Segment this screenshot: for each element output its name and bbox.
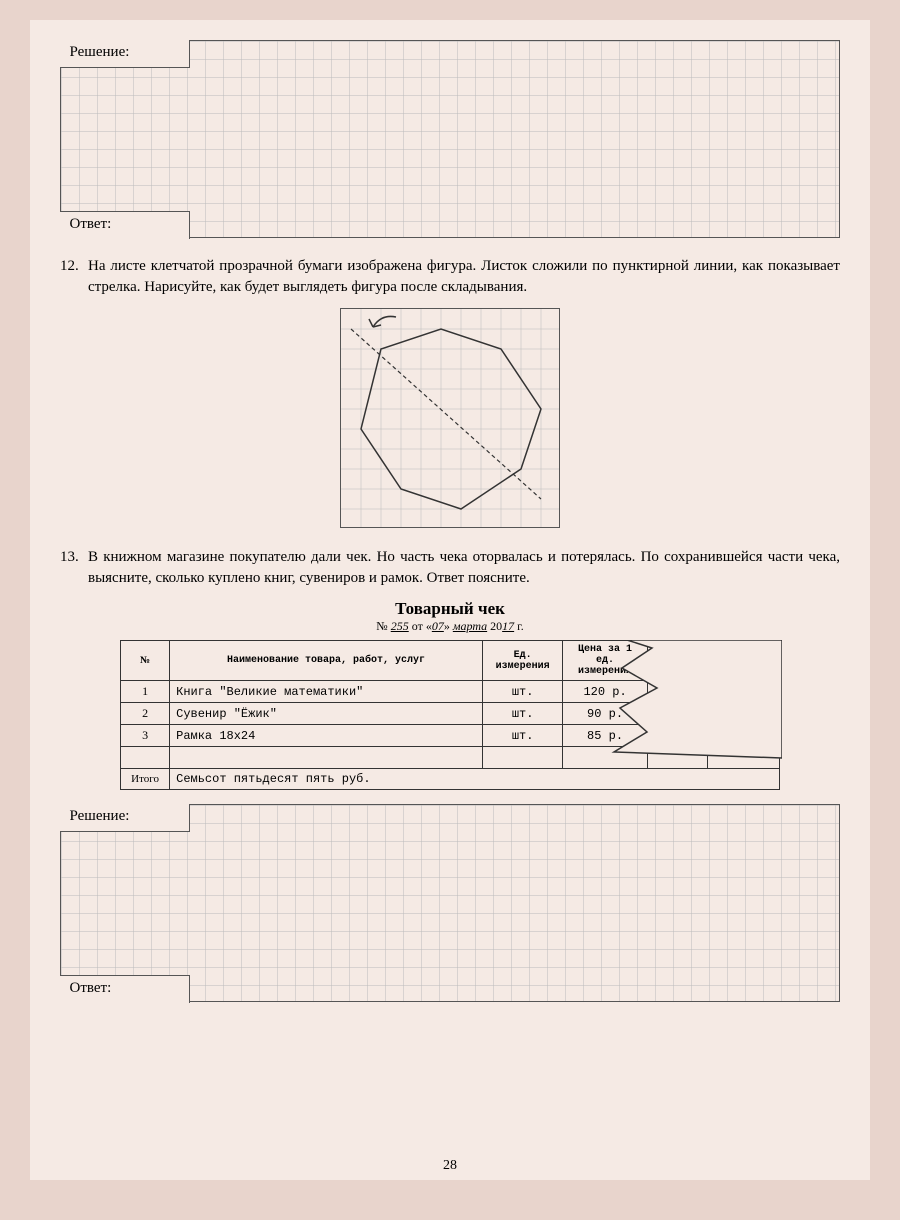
solution-grid-top: Решение: Ответ: <box>60 40 840 238</box>
receipt-header-row: № Наименование товара, работ, услуг Ед. … <box>121 641 780 681</box>
receipt-sub-g: г. <box>517 619 524 633</box>
cell-unit: шт. <box>482 681 563 703</box>
table-row: 3 Рамка 18x24 шт. 85 р. <box>121 725 780 747</box>
cell-num: 3 <box>121 725 170 747</box>
cell-qty <box>647 725 707 747</box>
cell-qty <box>647 703 707 725</box>
cell-price: 85 р. <box>563 725 647 747</box>
page-number: 28 <box>30 1158 870 1174</box>
cell-unit: шт. <box>482 725 563 747</box>
cell-unit: шт. <box>482 703 563 725</box>
col-unit: Ед. измерения <box>482 641 563 681</box>
receipt-table: № Наименование товара, работ, услуг Ед. … <box>120 640 780 790</box>
problem-12-number: 12. <box>60 256 88 298</box>
solution-label: Решение: <box>60 40 190 68</box>
page: Решение: Ответ: 12. На листе клетчатой п… <box>30 20 870 1180</box>
receipt-sub-month: марта <box>453 619 487 633</box>
itogo-text: Семьсот пятьдесят пять руб. <box>170 769 780 790</box>
receipt-subtitle: № 255 от «07» марта 2017 г. <box>120 619 780 634</box>
receipt-sub-day: 07 <box>432 619 444 633</box>
fold-arrow-icon <box>369 316 396 327</box>
solution-grid-bottom: Решение: Ответ: <box>60 804 840 1002</box>
answer-label: Ответ: <box>60 211 190 239</box>
receipt-sub-20: 20 <box>490 619 502 633</box>
cell-num: 2 <box>121 703 170 725</box>
figure-12 <box>340 308 560 528</box>
cell-name: Сувенир "Ёжик" <box>170 703 483 725</box>
cell-name: Рамка 18x24 <box>170 725 483 747</box>
col-name: Наименование товара, работ, услуг <box>170 641 483 681</box>
problem-12-text: На листе клетчатой прозрачной бумаги изо… <box>88 256 840 298</box>
col-num: № <box>121 641 170 681</box>
cell-sum <box>707 703 779 725</box>
cell-name: Книга "Великие математики" <box>170 681 483 703</box>
receipt-title: Товарный чек <box>120 599 780 619</box>
receipt-sub-raquo: » <box>444 619 450 633</box>
problem-13-number: 13. <box>60 547 88 589</box>
answer-label: Ответ: <box>60 975 190 1003</box>
problem-12: 12. На листе клетчатой прозрачной бумаги… <box>60 256 840 298</box>
cell-sum <box>707 725 779 747</box>
cell-price: 90 р. <box>563 703 647 725</box>
receipt: Товарный чек № 255 от «07» марта 2017 г.… <box>120 599 780 790</box>
table-row: 1 Книга "Великие математики" шт. 120 р. <box>121 681 780 703</box>
receipt-sub-num: 255 <box>391 619 409 633</box>
solution-label: Решение: <box>60 804 190 832</box>
receipt-sub-prefix: № <box>376 619 387 633</box>
receipt-box: № Наименование товара, работ, услуг Ед. … <box>120 640 780 790</box>
problem-13: 13. В книжном магазине покупателю дали ч… <box>60 547 840 589</box>
col-sum: Сумма <box>707 641 779 681</box>
cell-num: 1 <box>121 681 170 703</box>
receipt-sub-year: 17 <box>502 619 514 633</box>
itogo-label: Итого <box>121 769 170 790</box>
itogo-row: Итого Семьсот пятьдесят пять руб. <box>121 769 780 790</box>
table-row: 2 Сувенир "Ёжик" шт. 90 р. <box>121 703 780 725</box>
table-row-empty <box>121 747 780 769</box>
figure-12-wrap <box>60 308 840 533</box>
cell-price: 120 р. <box>563 681 647 703</box>
cell-qty <box>647 681 707 703</box>
fold-line <box>351 329 541 499</box>
col-qty: Кол-во <box>647 641 707 681</box>
cell-sum <box>707 681 779 703</box>
problem-13-text: В книжном магазине покупателю дали чек. … <box>88 547 840 589</box>
receipt-sub-ot: от « <box>412 619 432 633</box>
col-price: Цена за 1 ед. измерения <box>563 641 647 681</box>
